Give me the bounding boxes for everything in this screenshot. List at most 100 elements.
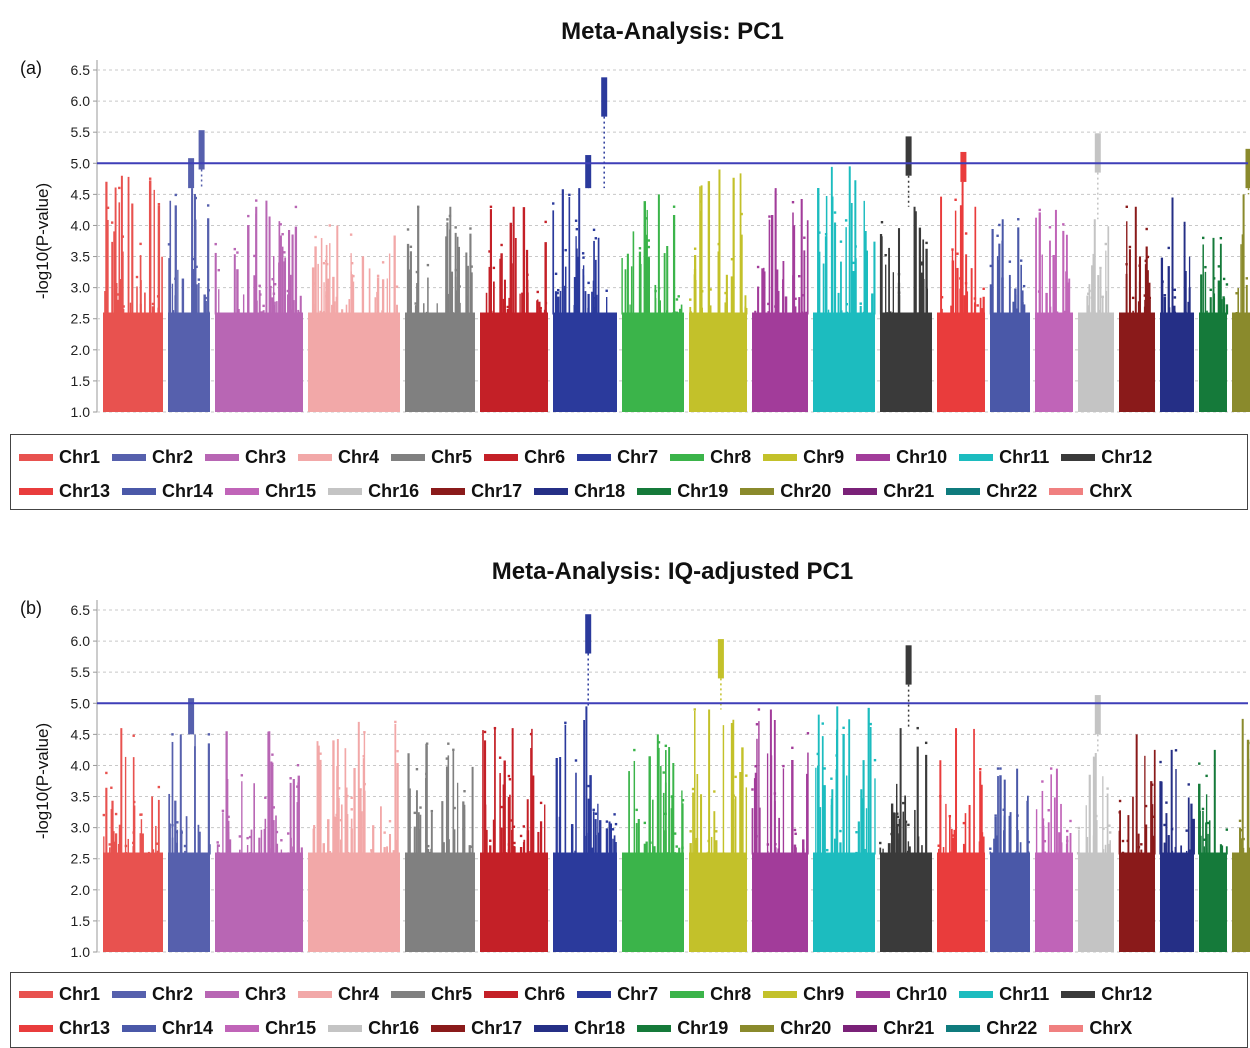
snp-point <box>323 262 325 264</box>
y-tick-label: 2.0 <box>71 882 91 898</box>
snp-point <box>283 251 285 253</box>
legend-swatch <box>225 488 259 495</box>
series-chr11 <box>813 706 876 952</box>
legend-swatch <box>763 454 797 461</box>
legend-swatch <box>431 488 465 495</box>
snp-cloud <box>1232 853 1250 952</box>
snp-point <box>234 248 236 250</box>
snp-point <box>118 187 120 189</box>
legend-item-chr5: Chr5 <box>391 447 472 468</box>
snp-point <box>110 787 112 789</box>
snp-point <box>615 823 617 825</box>
snp-point <box>965 282 967 284</box>
legend-swatch <box>112 454 146 461</box>
snp-point <box>208 733 210 735</box>
snp-point <box>648 239 650 241</box>
legend-swatch <box>1061 454 1095 461</box>
snp-point <box>665 745 667 747</box>
y-tick-label: 6.5 <box>71 602 91 618</box>
snp-point <box>537 291 539 293</box>
series-chr15 <box>1035 209 1073 412</box>
snp-point <box>823 767 825 769</box>
y-tick-label: 3.0 <box>71 820 91 836</box>
snp-point <box>606 820 608 822</box>
snp-point <box>1023 285 1025 287</box>
y-tick-label: 3.0 <box>71 280 91 296</box>
legend-item-chr21: Chr21 <box>843 1018 934 1039</box>
snp-point <box>116 293 118 295</box>
snp-point <box>140 813 142 815</box>
snp-point <box>1009 260 1011 262</box>
y-axis-label: -log10(P-value) <box>33 723 52 839</box>
snp-point <box>673 206 675 208</box>
snp-point <box>396 750 398 752</box>
snp-point <box>508 843 510 845</box>
significant-snp-peak <box>1246 149 1250 188</box>
snp-point <box>175 194 177 196</box>
legend-swatch <box>298 454 332 461</box>
snp-point <box>1220 237 1222 239</box>
legend-label: Chr2 <box>152 447 193 468</box>
snp-point <box>1091 296 1093 298</box>
snp-point <box>446 757 448 759</box>
legend-swatch <box>740 1025 774 1032</box>
y-tick-label: 4.0 <box>71 757 91 773</box>
snp-point <box>1165 801 1167 803</box>
snp-point <box>289 777 291 779</box>
snp-point <box>490 206 492 208</box>
snp-point <box>798 275 800 277</box>
legend-item-chr16: Chr16 <box>328 1018 419 1039</box>
snp-point <box>1145 260 1147 262</box>
series-chr3 <box>215 199 303 412</box>
snp-point <box>383 831 385 833</box>
legend-swatch <box>763 991 797 998</box>
snp-point <box>469 227 471 229</box>
snp-point <box>499 757 501 759</box>
legend-swatch <box>740 488 774 495</box>
legend-item-chr18: Chr18 <box>534 481 625 502</box>
snp-point <box>1174 289 1176 291</box>
panel-b: Meta-Analysis: IQ-adjusted PC1 (b) -log1… <box>0 540 1250 1043</box>
series-chr16 <box>1078 133 1114 412</box>
series-chr17 <box>1119 206 1155 412</box>
snp-point <box>782 765 784 767</box>
legend-item-chr10: Chr10 <box>856 447 947 468</box>
legend-item-chr20: Chr20 <box>740 481 831 502</box>
series-chr2 <box>168 698 210 952</box>
snp-point <box>676 298 678 300</box>
snp-point <box>1119 811 1121 813</box>
snp-point <box>852 262 854 264</box>
snp-cloud <box>813 853 875 952</box>
snp-point <box>488 250 490 252</box>
legend-swatch <box>959 454 993 461</box>
legend-swatch <box>577 454 611 461</box>
snp-point <box>296 785 298 787</box>
snp-cloud <box>990 313 1030 412</box>
series-chr5 <box>405 206 475 412</box>
series-chr6 <box>480 206 548 412</box>
legend-swatch <box>637 488 671 495</box>
y-tick-label: 3.5 <box>71 789 91 805</box>
snp-cloud <box>1199 313 1227 412</box>
series-chr11 <box>813 166 875 412</box>
snp-point <box>756 723 758 725</box>
series-chr18 <box>1159 749 1194 952</box>
snp-point <box>259 285 261 287</box>
legend-item-chr19: Chr19 <box>637 1018 728 1039</box>
snp-point <box>1047 809 1049 811</box>
snp-point <box>576 228 578 230</box>
legend-swatch <box>122 488 156 495</box>
snp-point <box>1105 243 1107 245</box>
legend-label: Chr7 <box>617 984 658 1005</box>
y-tick-label: 3.5 <box>71 249 91 265</box>
snp-point <box>565 249 567 251</box>
series-chr17 <box>1119 734 1155 952</box>
snp-point <box>452 749 454 751</box>
snp-point <box>115 813 117 815</box>
legend-label: Chr5 <box>431 984 472 1005</box>
snp-point <box>556 292 558 294</box>
snp-point <box>1129 246 1131 248</box>
legend-item-chr22: Chr22 <box>946 1018 1037 1039</box>
